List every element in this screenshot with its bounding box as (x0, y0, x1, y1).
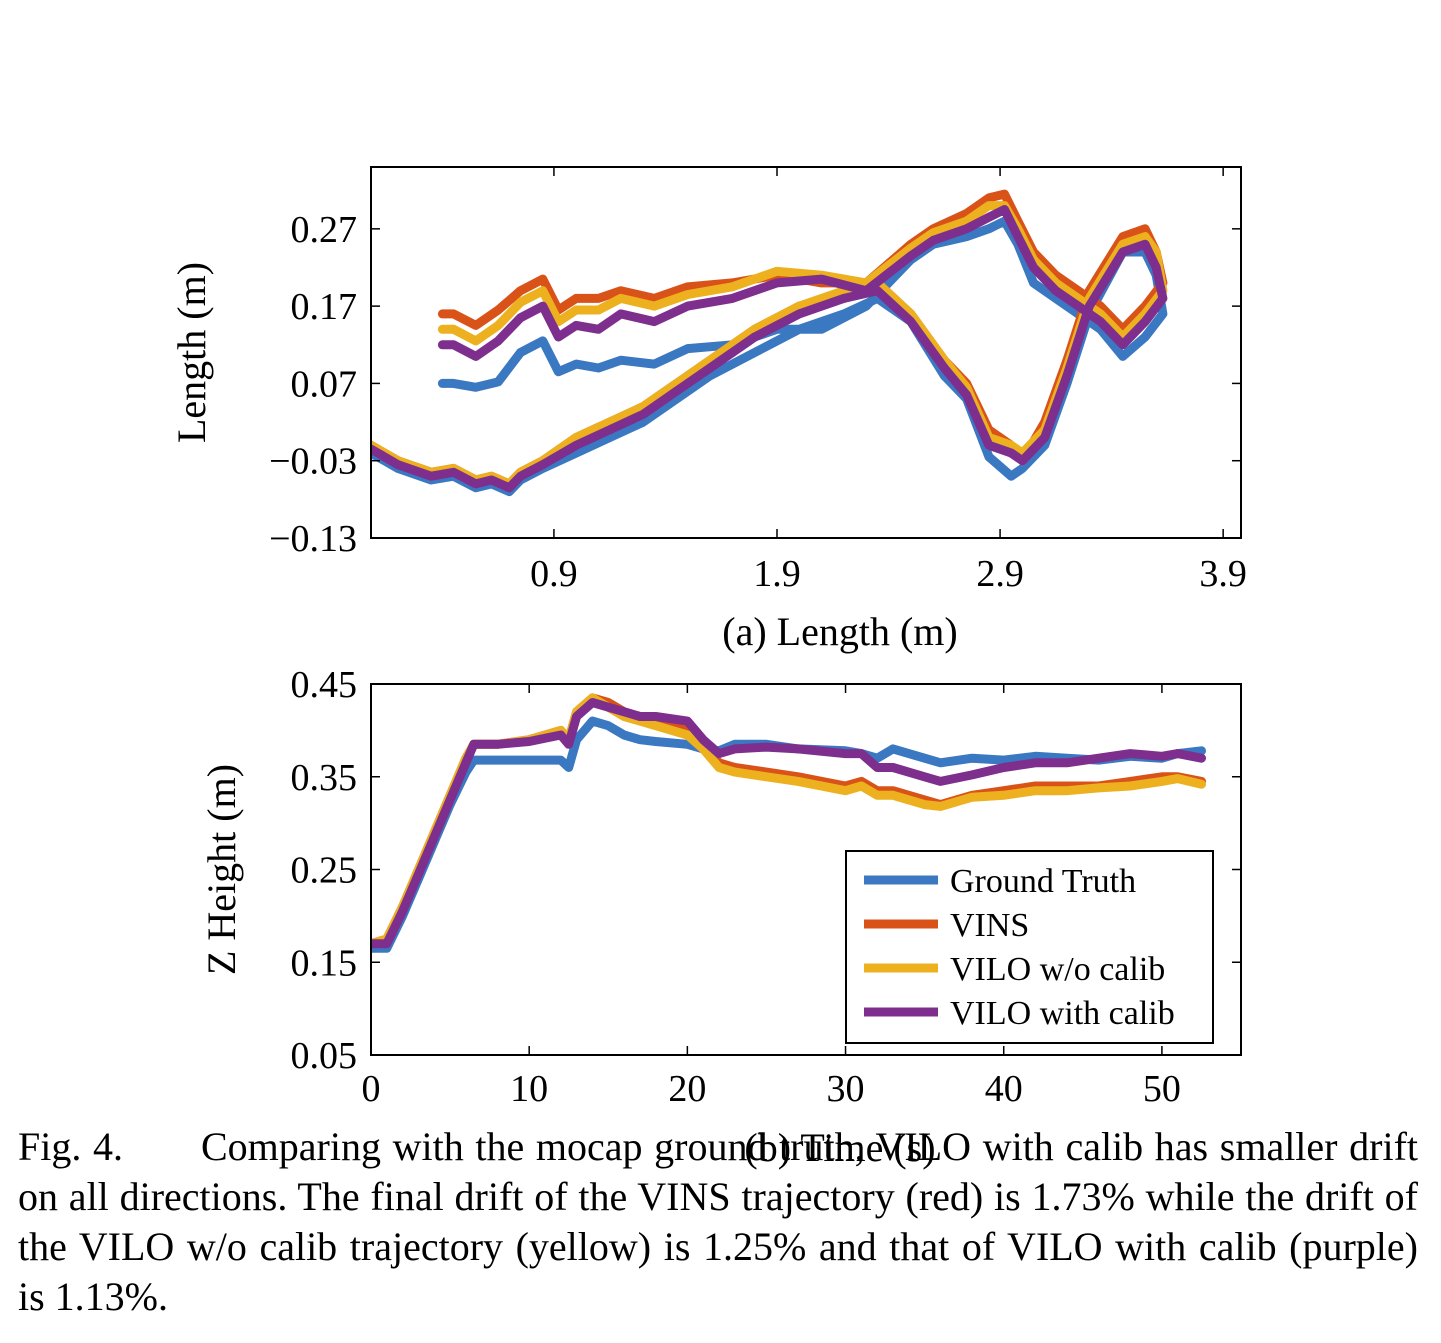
caption-text: Comparing with the mocap ground truth, V… (18, 1124, 1418, 1319)
caption-label: Fig. 4. (18, 1124, 123, 1169)
x-tick-label: 0.9 (530, 553, 578, 595)
y-tick-label: 0.45 (291, 664, 358, 706)
c1-series-group (371, 693, 1206, 953)
x-tick-label: 0 (362, 1068, 381, 1110)
y-tick-label: −0.03 (269, 441, 357, 483)
figure-caption: Fig. 4. Comparing with the mocap ground t… (18, 1122, 1418, 1322)
c0-series-group (371, 189, 1168, 497)
x-tick-label: 3.9 (1199, 553, 1247, 595)
y-tick-label: 0.17 (291, 286, 358, 328)
y-tick-label: 0.27 (291, 209, 358, 251)
c0-plot-frame (370, 166, 1242, 539)
series-line-vilo-with-calib (371, 205, 1168, 493)
chart-a-length: 0.9 1.9 2.9 3.9 0.27 0.17 0.07 −0.03 −0.13 Length… (169, 166, 1247, 654)
y-tick-label: −0.13 (269, 518, 357, 560)
y-axis-label: Length (m) (169, 262, 214, 443)
y-tick-label: 0.05 (291, 1035, 358, 1077)
subcaption: (a) Length (m) (722, 609, 957, 654)
legend-label-vilo-with-calib: VILO with calib (950, 995, 1175, 1032)
chart-b-z-height: 0 10 20 30 40 50 0.45 0.35 0.25 0.15 0.05 Z Height … (199, 664, 1242, 1170)
series-line-vilo-w-o-calib (371, 201, 1168, 489)
legend-label-ground-truth: Ground Truth (950, 863, 1136, 900)
y-tick-label: 0.07 (291, 363, 358, 405)
x-tick-label: 1.9 (753, 553, 801, 595)
x-tick-label: 50 (1143, 1068, 1181, 1110)
x-tick-label: 40 (985, 1068, 1023, 1110)
series-line-vilo-with-calib (371, 698, 1206, 949)
legend-label-vilo-w-o-calib: VILO w/o calib (950, 951, 1165, 988)
y-axis-label: Z Height (m) (199, 764, 244, 975)
y-tick-label: 0.15 (291, 942, 358, 984)
x-tick-label: 2.9 (976, 553, 1024, 595)
legend: Ground Truth VINS VILO w/o calib VILO with … (845, 850, 1214, 1044)
y-tick-label: 0.25 (291, 850, 358, 892)
subcaption: (b) Time (s) (744, 1125, 935, 1170)
y-tick-label: 0.35 (291, 757, 358, 799)
legend-label-vins: VINS (950, 907, 1029, 944)
x-tick-label: 10 (510, 1068, 548, 1110)
x-tick-label: 30 (827, 1068, 865, 1110)
x-tick-label: 20 (668, 1068, 706, 1110)
